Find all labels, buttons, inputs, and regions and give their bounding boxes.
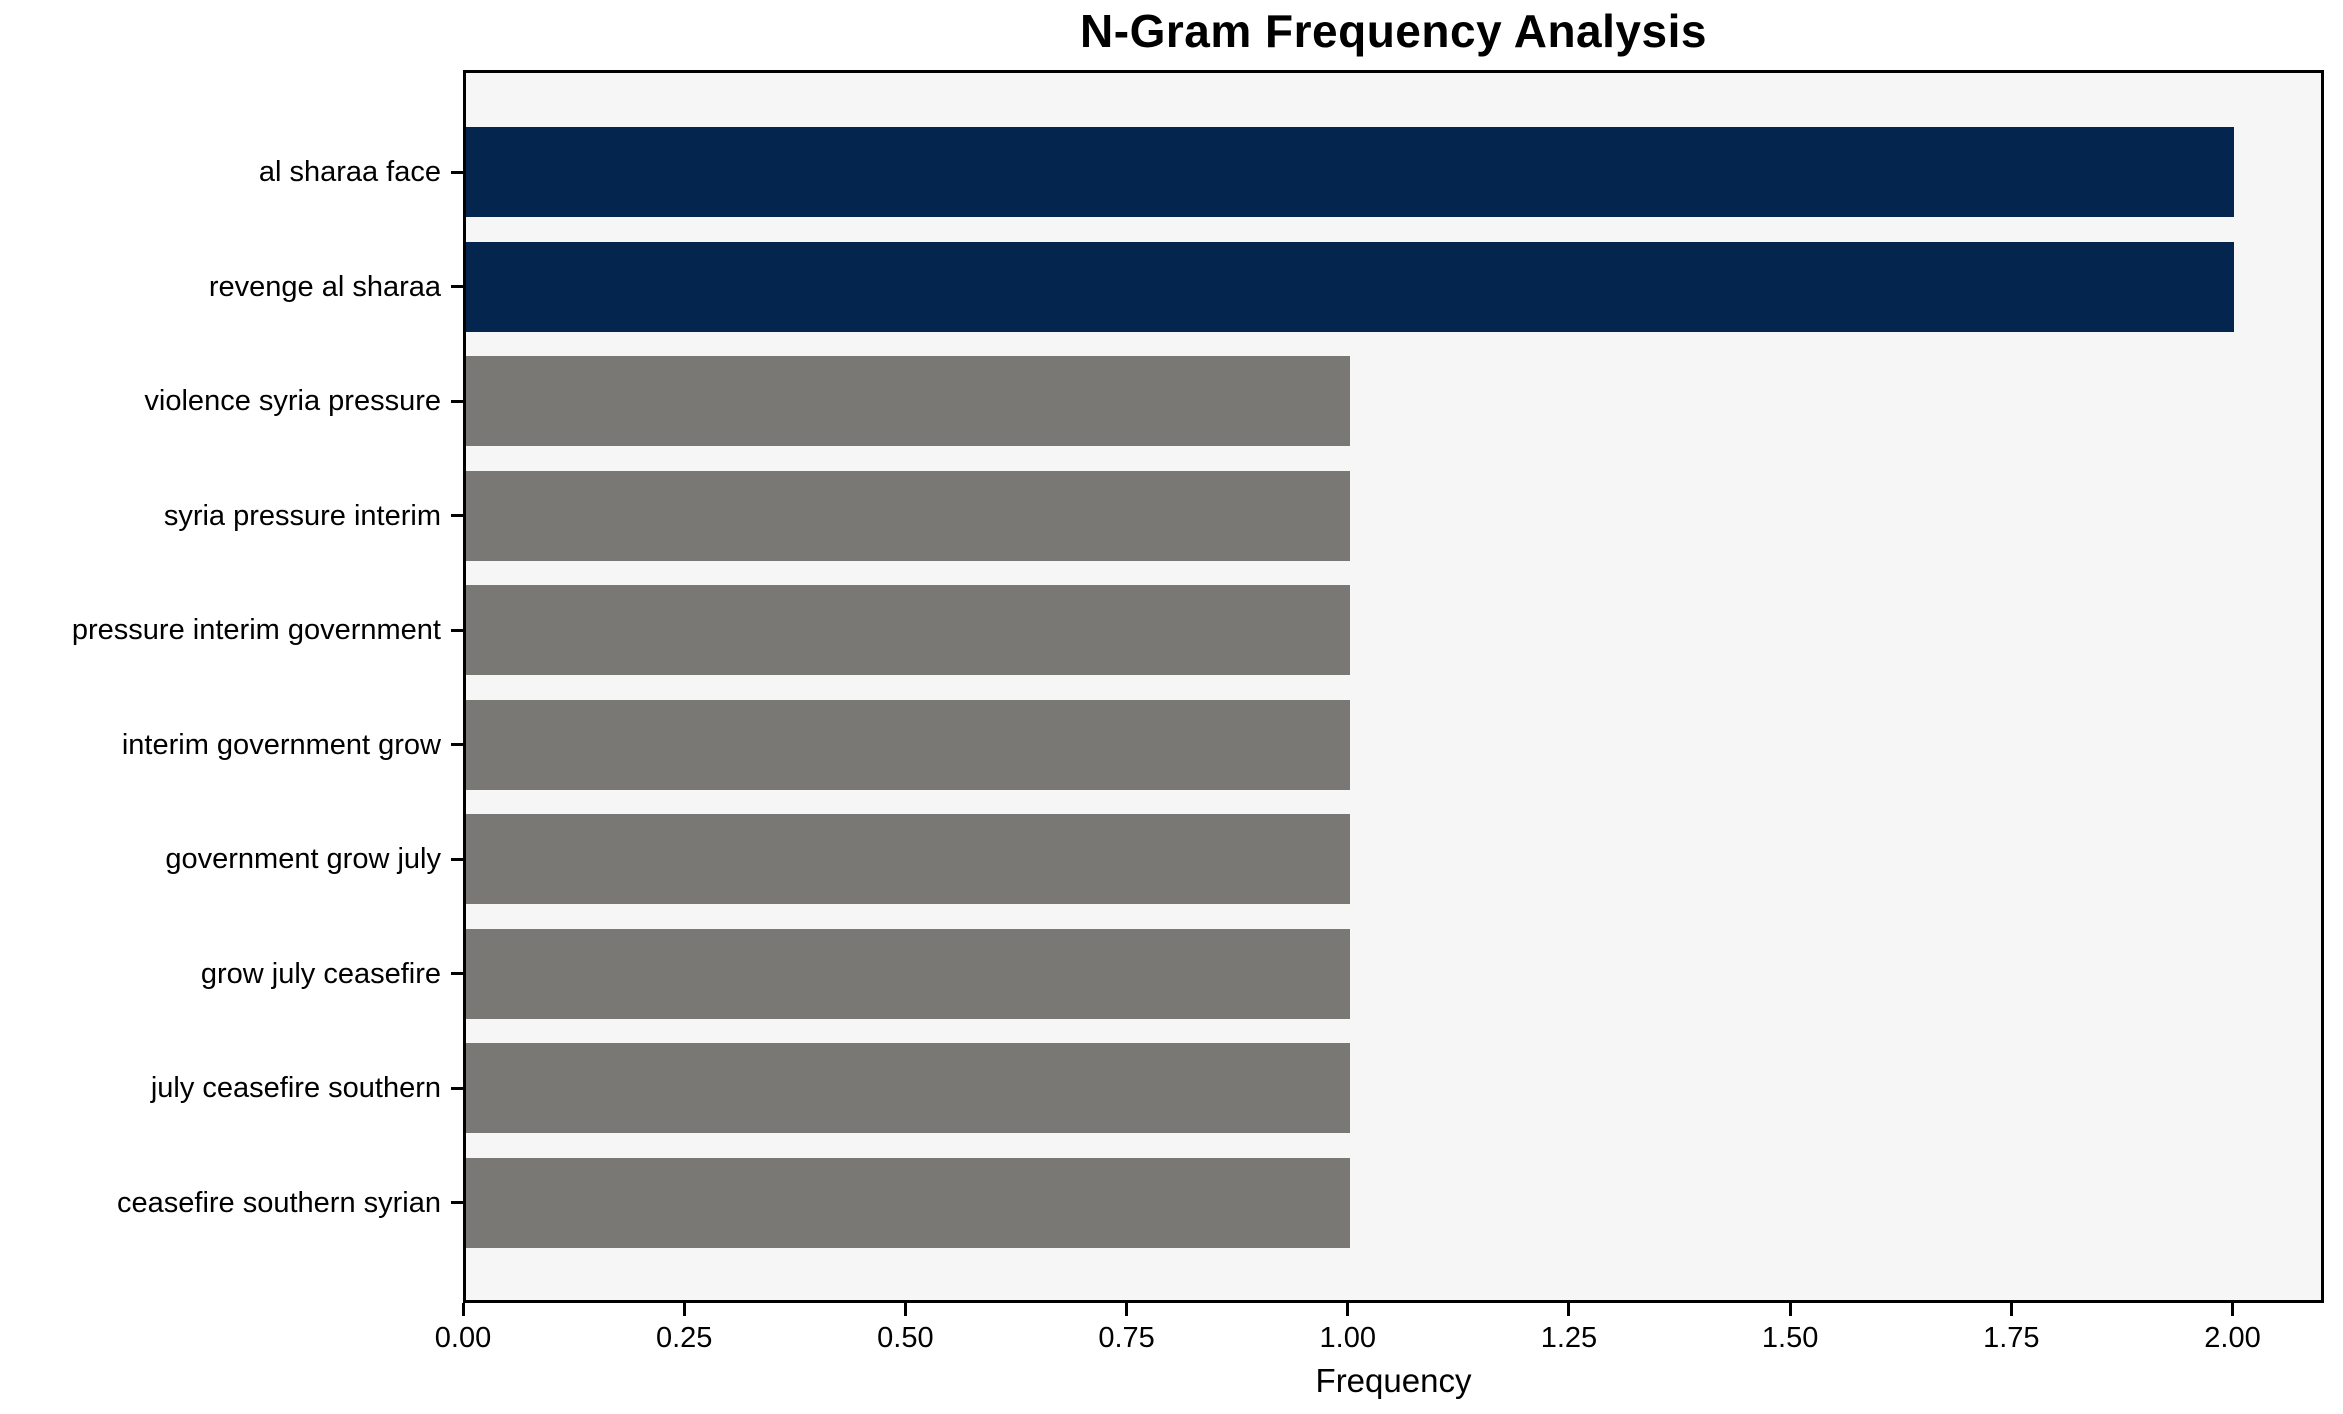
x-tick: [682, 1303, 686, 1316]
bar-revenge-al-sharaa: [466, 241, 2234, 332]
bar-ceasefire-southern-syrian: [466, 1157, 1350, 1248]
y-tick: [451, 285, 463, 288]
y-tick: [451, 514, 463, 517]
x-tick-label: 1.75: [1983, 1322, 2040, 1354]
x-tick: [2009, 1303, 2013, 1316]
chart-title: N-Gram Frequency Analysis: [1080, 5, 1707, 57]
x-tick-label: 0.25: [655, 1322, 713, 1354]
y-tick-label: government grow july: [165, 843, 441, 875]
x-axis-label: Frequency: [1315, 1362, 1472, 1399]
x-tick: [1567, 1303, 1571, 1316]
x-tick-label: 2.00: [2204, 1322, 2261, 1354]
y-tick-label: al sharaa face: [258, 156, 441, 188]
bar-violence-syria-pressure: [466, 356, 1350, 446]
y-tick-label: interim government grow: [121, 728, 441, 761]
bar-al-sharaa-face: [466, 127, 2234, 217]
y-tick-label: grow july ceasefire: [200, 957, 441, 990]
y-tick-label: syria pressure interim: [163, 499, 441, 532]
x-tick-label: 0.50: [877, 1322, 934, 1354]
bar-july-ceasefire-southern: [466, 1043, 1350, 1133]
y-tick-label: revenge al sharaa: [208, 270, 441, 303]
bar-syria-pressure-interim: [466, 470, 1350, 561]
x-tick: [1346, 1303, 1350, 1316]
x-tick-label: 0.00: [434, 1322, 492, 1354]
y-tick: [451, 628, 463, 632]
y-tick-label: ceasefire southern syrian: [117, 1186, 441, 1219]
y-tick-label: pressure interim government: [71, 614, 441, 646]
y-tick: [451, 972, 463, 975]
y-tick: [451, 1201, 463, 1204]
x-tick-label: 1.25: [1540, 1322, 1598, 1354]
bar-grow-july-ceasefire: [466, 928, 1350, 1019]
y-tick: [451, 399, 463, 403]
y-tick: [451, 1086, 463, 1090]
y-tick: [451, 170, 463, 174]
x-tick: [1788, 1303, 1792, 1316]
x-tick: [1125, 1303, 1129, 1316]
y-tick-label: july ceasefire southern: [150, 1072, 441, 1104]
x-tick-label: 1.50: [1761, 1322, 1819, 1354]
y-tick: [451, 743, 463, 746]
x-tick-label: 1.00: [1319, 1322, 1376, 1354]
x-tick-label: 0.75: [1098, 1322, 1155, 1354]
bar-interim-government-grow: [466, 699, 1350, 790]
x-tick: [2231, 1303, 2235, 1316]
bar-government-grow-july: [466, 814, 1350, 904]
bar-pressure-interim-government: [466, 585, 1350, 675]
x-tick: [461, 1303, 465, 1316]
y-tick-label: violence syria pressure: [144, 385, 441, 417]
x-tick: [903, 1303, 907, 1316]
y-tick: [451, 857, 463, 861]
